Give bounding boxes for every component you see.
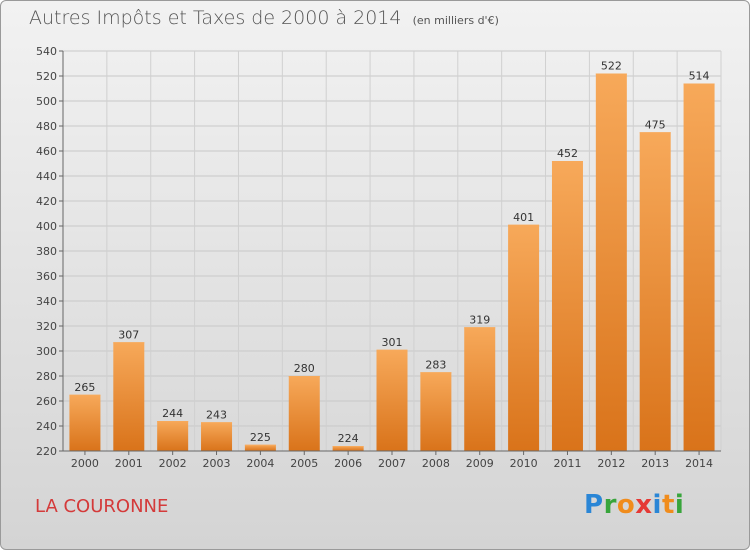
- y-tick-label: 540: [36, 45, 57, 58]
- x-tick-label: 2005: [290, 457, 318, 470]
- bar-value-label: 401: [513, 211, 534, 224]
- bar-value-label: 475: [645, 118, 666, 131]
- logo-letter: i: [652, 490, 662, 520]
- bar: [201, 422, 233, 451]
- x-tick-label: 2006: [334, 457, 362, 470]
- bar-value-label: 301: [382, 336, 403, 349]
- bar: [683, 83, 715, 451]
- chart-title-unit: (en milliers d'€): [412, 14, 499, 27]
- y-tick-label: 220: [36, 445, 57, 458]
- logo-letter: x: [635, 490, 653, 520]
- y-tick-label: 440: [36, 170, 57, 183]
- x-tick-label: 2000: [71, 457, 99, 470]
- bar: [551, 161, 583, 451]
- bar: [464, 327, 496, 451]
- bar: [508, 224, 540, 451]
- x-tick-label: 2014: [685, 457, 713, 470]
- x-tick-label: 2001: [115, 457, 143, 470]
- y-tick-label: 380: [36, 245, 57, 258]
- x-tick-label: 2012: [597, 457, 625, 470]
- bar: [639, 132, 671, 451]
- x-tick-label: 2004: [246, 457, 274, 470]
- bar: [244, 444, 276, 451]
- logo-letter: i: [674, 490, 685, 520]
- logo-letter: o: [616, 490, 636, 520]
- x-tick-label: 2002: [159, 457, 187, 470]
- x-tick-label: 2003: [203, 457, 231, 470]
- logo-letter: P: [584, 490, 604, 520]
- chart-title-text: Autres Impôts et Taxes de 2000 à 2014: [29, 7, 402, 29]
- bar: [69, 394, 101, 451]
- y-tick-label: 340: [36, 295, 57, 308]
- logo-letter: r: [603, 490, 617, 520]
- bar-value-label: 452: [557, 147, 578, 160]
- y-tick-label: 480: [36, 120, 57, 133]
- y-tick-label: 320: [36, 320, 57, 333]
- bar-value-label: 265: [74, 381, 95, 394]
- bar-value-label: 307: [118, 328, 139, 341]
- bar: [595, 73, 627, 451]
- bar-value-label: 244: [162, 407, 183, 420]
- bar-value-label: 224: [338, 432, 359, 445]
- y-tick-label: 300: [36, 345, 57, 358]
- x-tick-label: 2009: [466, 457, 494, 470]
- y-tick-label: 360: [36, 270, 57, 283]
- y-tick-label: 260: [36, 395, 57, 408]
- x-tick-label: 2007: [378, 457, 406, 470]
- y-tick-label: 400: [36, 220, 57, 233]
- bar: [332, 446, 364, 451]
- bar-value-label: 243: [206, 408, 227, 421]
- bar: [376, 349, 408, 451]
- bar-value-label: 225: [250, 431, 271, 444]
- x-tick-label: 2013: [641, 457, 669, 470]
- x-tick-label: 2010: [510, 457, 538, 470]
- bar-value-label: 280: [294, 362, 315, 375]
- y-tick-label: 500: [36, 95, 57, 108]
- bar-value-label: 514: [689, 70, 710, 83]
- y-tick-label: 280: [36, 370, 57, 383]
- place-name: LA COURONNE: [35, 496, 169, 517]
- y-tick-label: 420: [36, 195, 57, 208]
- bar: [113, 342, 145, 451]
- chart-title: Autres Impôts et Taxes de 2000 à 2014 (e…: [29, 7, 499, 29]
- proxiti-logo: Proxiti: [584, 490, 684, 520]
- bar: [157, 421, 189, 451]
- bar-value-label: 283: [425, 358, 446, 371]
- bar: [288, 376, 320, 451]
- y-tick-label: 460: [36, 145, 57, 158]
- x-tick-label: 2011: [553, 457, 581, 470]
- logo-letter: t: [661, 490, 675, 520]
- x-tick-label: 2008: [422, 457, 450, 470]
- bar-value-label: 522: [601, 60, 622, 73]
- bar: [420, 372, 452, 451]
- y-tick-label: 240: [36, 420, 57, 433]
- bar-value-label: 319: [469, 313, 490, 326]
- y-tick-label: 520: [36, 70, 57, 83]
